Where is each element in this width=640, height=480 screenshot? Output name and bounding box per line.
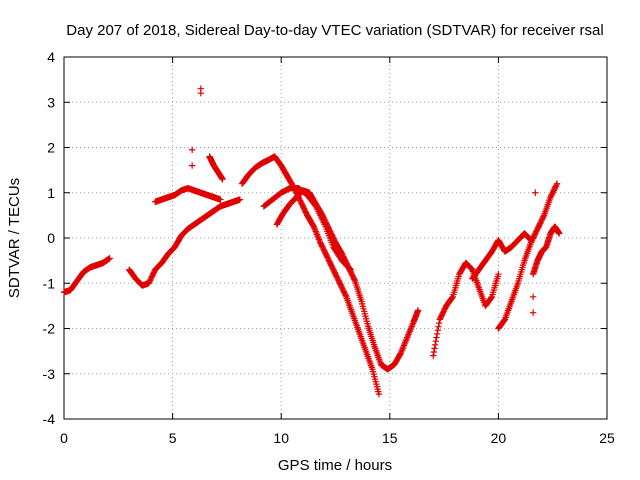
data-point-late-c	[540, 213, 547, 220]
data-point-late-a	[433, 330, 441, 338]
y-axis-label: SDTVAR / TECUs	[6, 178, 23, 298]
data-point-late-a	[431, 341, 439, 348]
data-point-late-a	[495, 271, 502, 278]
data-point-late-a	[431, 345, 438, 352]
data-point-late-d	[556, 230, 563, 237]
data-point-late-a	[435, 323, 442, 330]
data-point-early	[106, 255, 113, 262]
x-tick-label: 20	[491, 430, 507, 446]
y-tick-label: 2	[47, 140, 55, 156]
data-point-late-a	[488, 294, 495, 301]
x-tick-label: 0	[60, 430, 68, 446]
y-tick-label: -3	[43, 366, 56, 382]
data-point-mid-b	[346, 265, 354, 272]
chart-title: Day 207 of 2018, Sidereal Day-to-day VTE…	[66, 22, 603, 39]
y-tick-label: -1	[43, 275, 56, 291]
data-point-outliers	[529, 309, 537, 316]
data-point-late-c	[553, 181, 560, 189]
data-point-late-a	[433, 334, 440, 341]
x-axis-label: GPS time / hours	[278, 457, 392, 474]
x-axis-ticks: 0 5 10 15 20 25	[60, 57, 615, 446]
data-point-mid	[351, 276, 358, 283]
data-point-mid	[414, 307, 422, 314]
data-point-outliers	[188, 146, 196, 153]
data-point-rise-b	[217, 196, 224, 203]
data-point-late-a	[435, 319, 443, 327]
data-point-late-a	[430, 352, 437, 359]
data-points	[60, 85, 563, 398]
data-point-rise-a	[236, 196, 244, 203]
y-tick-label: 4	[47, 49, 55, 65]
y-axis-ticks: -4 -3 -2 -1 0 1 2 3 4	[43, 49, 607, 427]
data-point-late-a	[448, 294, 456, 301]
y-tick-label: 1	[47, 185, 55, 201]
data-point-late-a	[430, 348, 438, 356]
data-point-mid-b	[347, 266, 354, 273]
y-tick-label: -2	[43, 321, 56, 337]
data-point-rise-c	[219, 175, 226, 183]
data-point-late-a	[432, 337, 440, 345]
data-point-outliers	[197, 90, 205, 97]
data-point-late-a	[434, 327, 442, 334]
data-point-peak	[342, 292, 349, 299]
x-tick-label: 25	[599, 430, 615, 446]
x-tick-label: 5	[169, 430, 177, 446]
data-point-peak	[375, 390, 383, 398]
y-tick-label: 0	[47, 230, 55, 246]
data-point-outliers	[188, 162, 196, 169]
data-point-late-c	[553, 180, 561, 187]
data-point-outliers	[532, 189, 539, 196]
y-tick-label: 3	[47, 94, 55, 110]
y-tick-label: -4	[43, 411, 56, 427]
x-tick-label: 10	[273, 430, 289, 446]
data-point-outliers	[529, 293, 537, 301]
x-tick-label: 15	[382, 430, 398, 446]
